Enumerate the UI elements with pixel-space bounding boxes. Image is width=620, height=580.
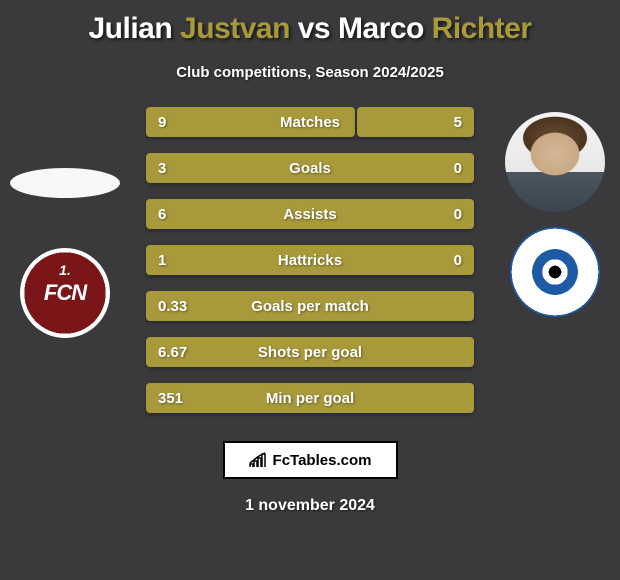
stat-row: 95Matches <box>146 107 474 137</box>
vs-text: vs <box>298 12 330 45</box>
player2-first: Marco <box>338 12 424 45</box>
stat-row: 10Hattricks <box>146 245 474 275</box>
brand-text: FcTables.com <box>273 452 372 469</box>
player1-first: Julian <box>88 12 172 45</box>
stat-value-left: 9 <box>158 114 166 131</box>
stat-value-right: 0 <box>454 252 474 269</box>
stat-bar-left: 60 <box>146 199 474 229</box>
stat-bar-left: 6.67 <box>146 337 474 367</box>
player2-avatar <box>505 112 605 212</box>
stat-row: 60Assists <box>146 199 474 229</box>
stat-value-left: 0.33 <box>158 298 187 315</box>
stats-area: 95Matches30Goals60Assists10Hattricks0.33… <box>10 107 610 427</box>
date: 1 november 2024 <box>10 497 610 515</box>
stat-row: 30Goals <box>146 153 474 183</box>
page-title: Julian Justvan vs Marco Richter <box>10 12 610 46</box>
player1-club-logo <box>20 248 110 338</box>
stat-value-right: 0 <box>454 206 474 223</box>
stat-bar-left: 351 <box>146 383 474 413</box>
left-column <box>10 107 120 338</box>
stat-row: 6.67Shots per goal <box>146 337 474 367</box>
stat-value-left: 351 <box>158 390 183 407</box>
subtitle: Club competitions, Season 2024/2025 <box>10 64 610 81</box>
player2-club-logo <box>491 208 618 335</box>
stat-value-right: 0 <box>454 160 474 177</box>
stat-value-right: 5 <box>454 114 462 131</box>
stat-row: 0.33Goals per match <box>146 291 474 321</box>
stat-bar-left: 30 <box>146 153 474 183</box>
player1-last: Justvan <box>180 12 290 45</box>
stat-bar-left: 0.33 <box>146 291 474 321</box>
stat-bar-left: 10 <box>146 245 474 275</box>
stat-bar-right: 5 <box>357 107 474 137</box>
stat-value-left: 6.67 <box>158 344 187 361</box>
stat-value-left: 3 <box>158 160 166 177</box>
comparison-card: Julian Justvan vs Marco Richter Club com… <box>0 0 620 580</box>
stat-bar-left: 9 <box>146 107 355 137</box>
brand-chart-icon <box>249 452 267 468</box>
stat-value-left: 6 <box>158 206 166 223</box>
player2-face <box>505 112 605 212</box>
stat-bars: 95Matches30Goals60Assists10Hattricks0.33… <box>146 107 474 429</box>
stat-row: 351Min per goal <box>146 383 474 413</box>
brand-box[interactable]: FcTables.com <box>223 441 398 479</box>
player2-last: Richter <box>432 12 532 45</box>
right-column <box>500 107 610 317</box>
player1-avatar <box>10 168 120 198</box>
stat-value-left: 1 <box>158 252 166 269</box>
